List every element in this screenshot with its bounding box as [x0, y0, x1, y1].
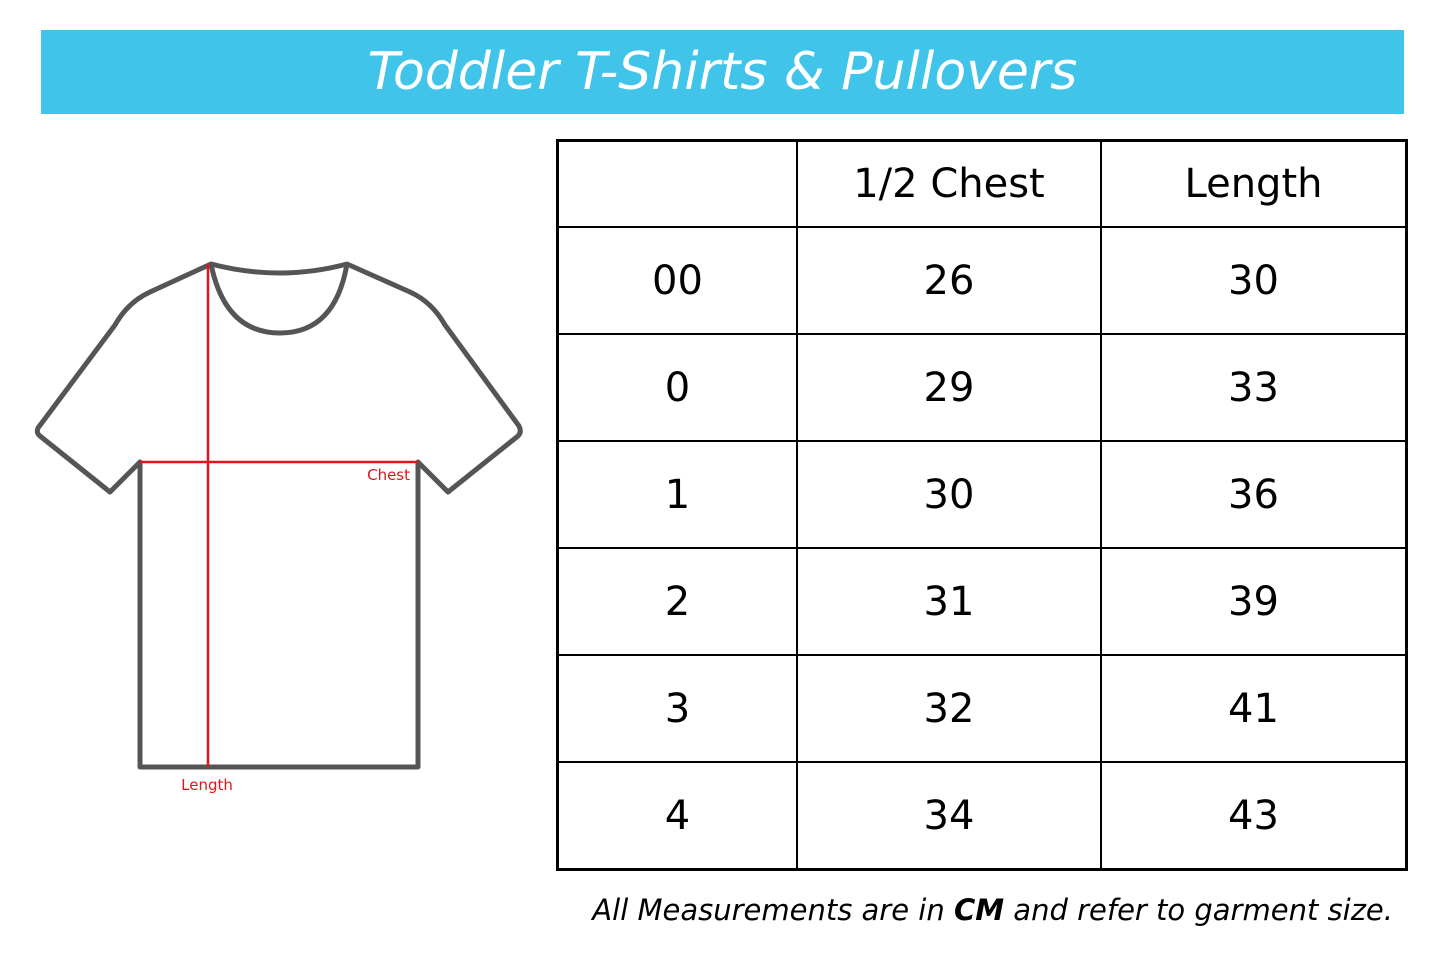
size-cell: 3 — [556, 654, 798, 763]
table-row: 2 31 39 — [556, 547, 1408, 656]
size-table: 1/2 Chest Length 00 26 30 0 29 33 1 30 36 2 31 3… — [556, 139, 1408, 871]
note-prefix: All Measurements are in — [592, 893, 954, 927]
table-row: 0 29 33 — [556, 333, 1408, 442]
length-cell: 39 — [1100, 547, 1408, 656]
measurement-note: All Measurements are in CM and refer to … — [592, 893, 1393, 927]
size-cell: 00 — [556, 226, 798, 335]
chest-cell: 31 — [796, 547, 1102, 656]
chest-cell: 34 — [796, 761, 1102, 871]
tshirt-diagram: Chest Length — [34, 261, 523, 794]
length-cell: 30 — [1100, 226, 1408, 335]
note-unit: CM — [953, 893, 1005, 927]
chest-cell: 29 — [796, 333, 1102, 442]
size-cell: 4 — [556, 761, 798, 871]
tshirt-neckline — [208, 263, 350, 336]
chest-label: Chest — [367, 466, 410, 484]
length-cell: 41 — [1100, 654, 1408, 763]
size-cell: 0 — [556, 333, 798, 442]
header-length: Length — [1100, 139, 1408, 228]
size-cell: 1 — [556, 440, 798, 549]
tshirt-outline — [34, 261, 523, 770]
length-cell: 43 — [1100, 761, 1408, 871]
chest-cell: 26 — [796, 226, 1102, 335]
length-cell: 36 — [1100, 440, 1408, 549]
header-chest: 1/2 Chest — [796, 139, 1102, 228]
header-size — [556, 139, 798, 228]
note-suffix: and refer to garment size. — [1004, 893, 1393, 927]
length-cell: 33 — [1100, 333, 1408, 442]
table-row: 3 32 41 — [556, 654, 1408, 763]
chest-cell: 30 — [796, 440, 1102, 549]
length-label: Length — [181, 776, 233, 794]
table-row: 1 30 36 — [556, 440, 1408, 549]
title-banner: Toddler T-Shirts & Pullovers — [41, 30, 1404, 114]
table-header-row: 1/2 Chest Length — [556, 139, 1408, 228]
table-row: 4 34 43 — [556, 761, 1408, 871]
chest-cell: 32 — [796, 654, 1102, 763]
table-row: 00 26 30 — [556, 226, 1408, 335]
size-cell: 2 — [556, 547, 798, 656]
